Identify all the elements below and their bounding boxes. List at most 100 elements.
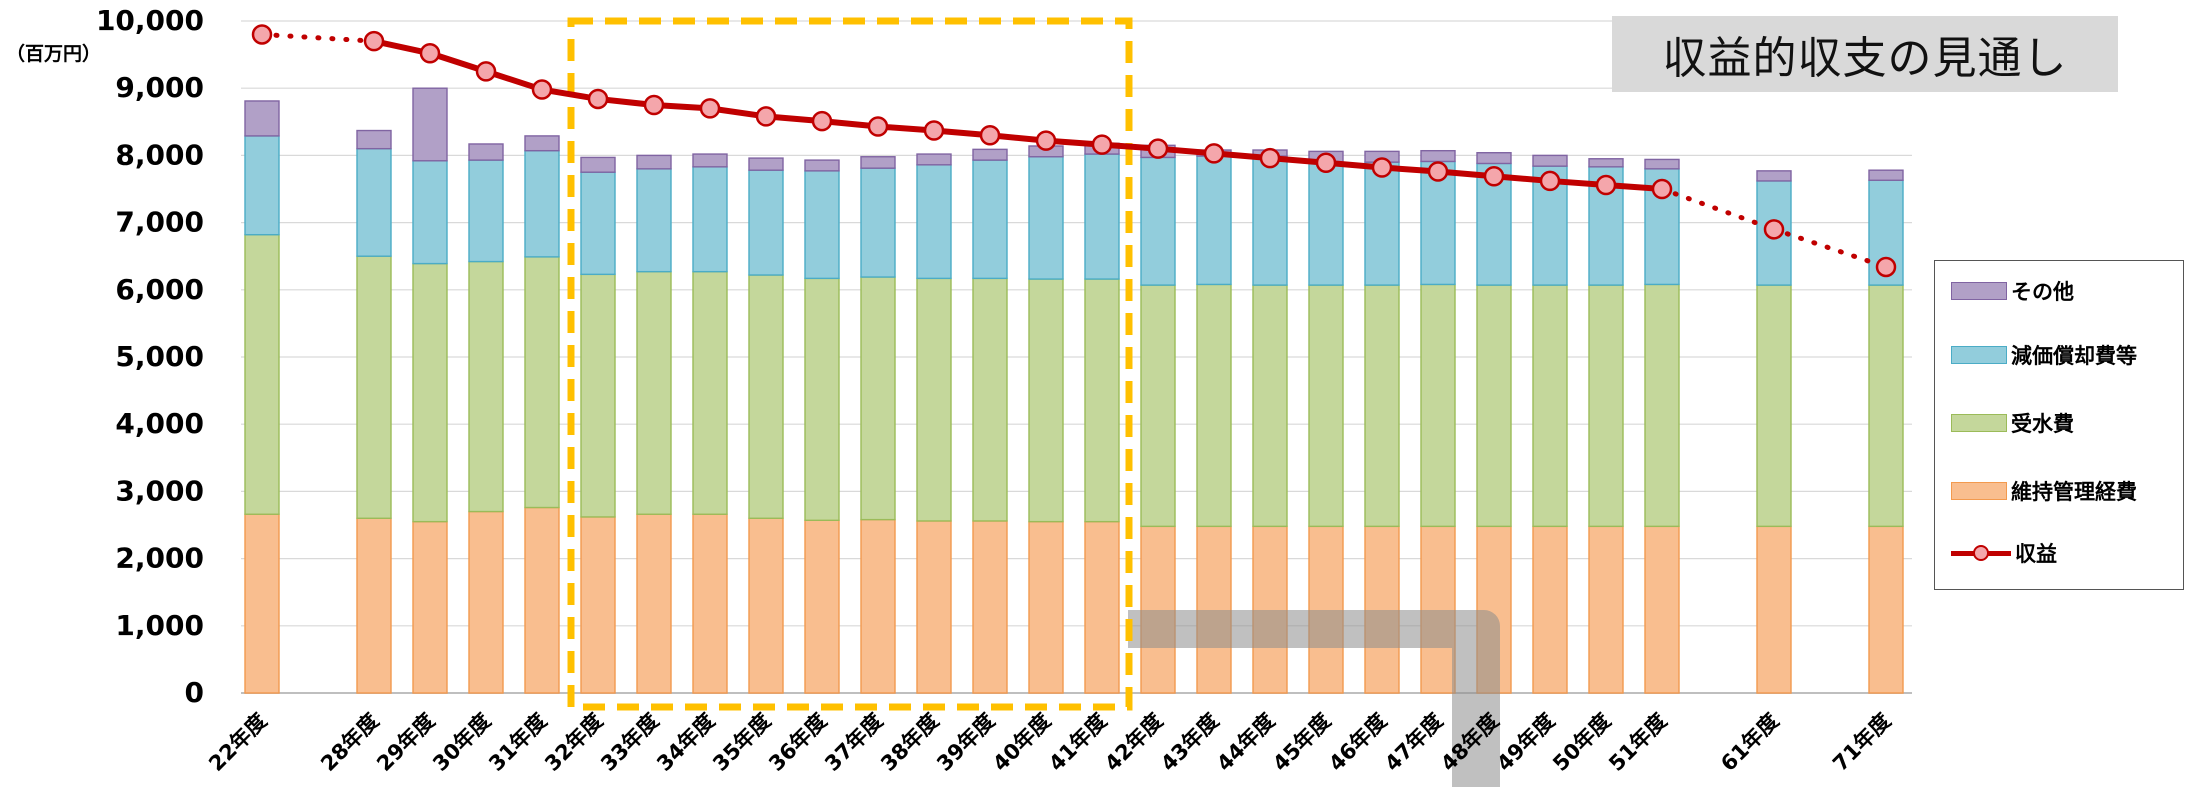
legend-item-maintenance: 維持管理経費	[1951, 477, 2137, 505]
legend-label-maintenance: 維持管理経費	[2011, 480, 2137, 504]
bar-segment-depreciation	[468, 159, 504, 263]
bar-segment-maintenance	[1532, 525, 1568, 694]
bar-segment-maintenance	[468, 510, 504, 694]
bar-segment-other	[244, 100, 280, 137]
bar-segment-depreciation	[580, 171, 616, 276]
bar-segment-water-purchase	[692, 270, 728, 515]
x-tick-label: 43年度	[1156, 709, 1223, 776]
x-tick-label: 45年度	[1268, 709, 1335, 776]
bar-segment-depreciation	[1308, 161, 1344, 286]
y-tick-label: 0	[185, 676, 204, 709]
x-tick-label: 31年度	[484, 709, 551, 776]
bar-segment-water-purchase	[580, 273, 616, 518]
bar-segment-depreciation	[860, 167, 896, 278]
legend-label-revenue: 収益	[2015, 542, 2057, 566]
highlight-range-box	[567, 17, 1133, 711]
bar-segment-water-purchase	[524, 256, 560, 509]
x-tick-label: 51年度	[1604, 709, 1671, 776]
bar-segment-maintenance	[1868, 525, 1904, 694]
bar-segment-maintenance	[580, 516, 616, 694]
y-axis: 0 1,000 2,000 3,000 4,000 5,000 6,000 7,000 8,00…	[96, 4, 204, 709]
overlay-shapes	[567, 17, 1500, 787]
bar-segment-other	[748, 157, 784, 171]
x-tick-label: 40年度	[988, 709, 1055, 776]
bar-segment-depreciation	[412, 160, 448, 265]
bar-segment-depreciation	[244, 135, 280, 236]
legend-item-depreciation: 減価償却費等	[1951, 341, 2137, 369]
bar-segment-water-purchase	[972, 277, 1008, 522]
bar-segment-other	[636, 154, 672, 170]
legend-item-water-purchase: 受水費	[1951, 409, 2074, 437]
bar-segment-maintenance	[1084, 520, 1120, 694]
revenue-line-segment-dotted	[1659, 186, 1777, 232]
bar-segment-other	[1756, 170, 1792, 182]
bar-segment-maintenance	[972, 520, 1008, 694]
x-tick-label: 32年度	[540, 709, 607, 776]
x-tick-label: 33年度	[596, 709, 663, 776]
bar-segment-water-purchase	[1644, 283, 1680, 528]
bar-segment-water-purchase	[860, 276, 896, 521]
bar-segment-water-purchase	[244, 233, 280, 515]
revenue-point	[1091, 134, 1113, 155]
revenue-line-segment-dotted	[1771, 226, 1889, 270]
bar-segment-water-purchase	[1868, 284, 1904, 528]
bar-segment-maintenance	[1252, 525, 1288, 694]
bar-segment-water-purchase	[1308, 284, 1344, 528]
bar-segment-depreciation	[1196, 155, 1232, 286]
bar-segment-other	[916, 153, 952, 166]
bar-segment-maintenance	[524, 506, 560, 694]
y-tick-label: 3,000	[115, 474, 204, 507]
x-tick-label: 30年度	[428, 709, 495, 776]
bar-segment-depreciation	[748, 169, 784, 276]
bar-segment-depreciation	[1420, 160, 1456, 286]
legend-label-water-purchase: 受水費	[2011, 412, 2074, 436]
x-tick-label: 42年度	[1100, 709, 1167, 776]
x-tick-label: 28年度	[316, 709, 383, 776]
bar-segment-maintenance	[1308, 525, 1344, 694]
revenue-point	[363, 30, 385, 52]
legend-label-other: その他	[2011, 280, 2074, 304]
bar-segment-water-purchase	[1084, 278, 1120, 523]
revenue-point	[1651, 178, 1673, 200]
bar-segment-water-purchase	[412, 262, 448, 523]
legend-swatch-other	[1951, 282, 2007, 300]
bar-segment-water-purchase	[1252, 284, 1288, 528]
bar-segment-maintenance	[1140, 525, 1176, 694]
bar-segment-water-purchase	[1756, 284, 1792, 528]
legend-swatch-depreciation	[1951, 346, 2007, 364]
revenue-point	[923, 120, 945, 141]
bar-segment-other	[972, 148, 1008, 161]
revenue-point	[643, 94, 665, 116]
y-tick-label: 5,000	[115, 340, 204, 373]
bar-segment-maintenance	[860, 518, 896, 694]
y-tick-label: 9,000	[115, 71, 204, 104]
bar-segment-other	[1644, 158, 1680, 170]
bar-segment-water-purchase	[1532, 284, 1568, 528]
y-tick-label: 2,000	[115, 542, 204, 575]
revenue-point	[251, 24, 273, 45]
revenue-point	[419, 43, 441, 64]
revenue-point	[1875, 256, 1897, 278]
revenue-line	[251, 24, 1897, 278]
chart-title: 収益的収支の見通し	[1612, 16, 2118, 92]
legend-item-revenue: 収益	[1951, 539, 2057, 567]
legend-swatch-water-purchase	[1951, 414, 2007, 432]
x-tick-label: 29年度	[372, 709, 439, 776]
revenue-point	[811, 110, 833, 132]
x-tick-label: 71年度	[1828, 709, 1895, 776]
bar-segment-maintenance	[1196, 525, 1232, 694]
revenue-point	[755, 106, 777, 127]
bar-segment-maintenance	[1644, 525, 1680, 694]
x-tick-label: 46年度	[1324, 709, 1391, 776]
bar-segment-maintenance	[748, 517, 784, 694]
bar-segment-water-purchase	[916, 277, 952, 522]
x-tick-label: 50年度	[1548, 709, 1615, 776]
bar-series	[244, 87, 1904, 694]
x-tick-label: 22年度	[204, 709, 271, 776]
bar-segment-other	[524, 135, 560, 152]
bar-segment-maintenance	[1420, 525, 1456, 694]
bar-segment-other	[692, 153, 728, 168]
revenue-point	[587, 88, 609, 110]
bar-segment-maintenance	[244, 513, 280, 694]
